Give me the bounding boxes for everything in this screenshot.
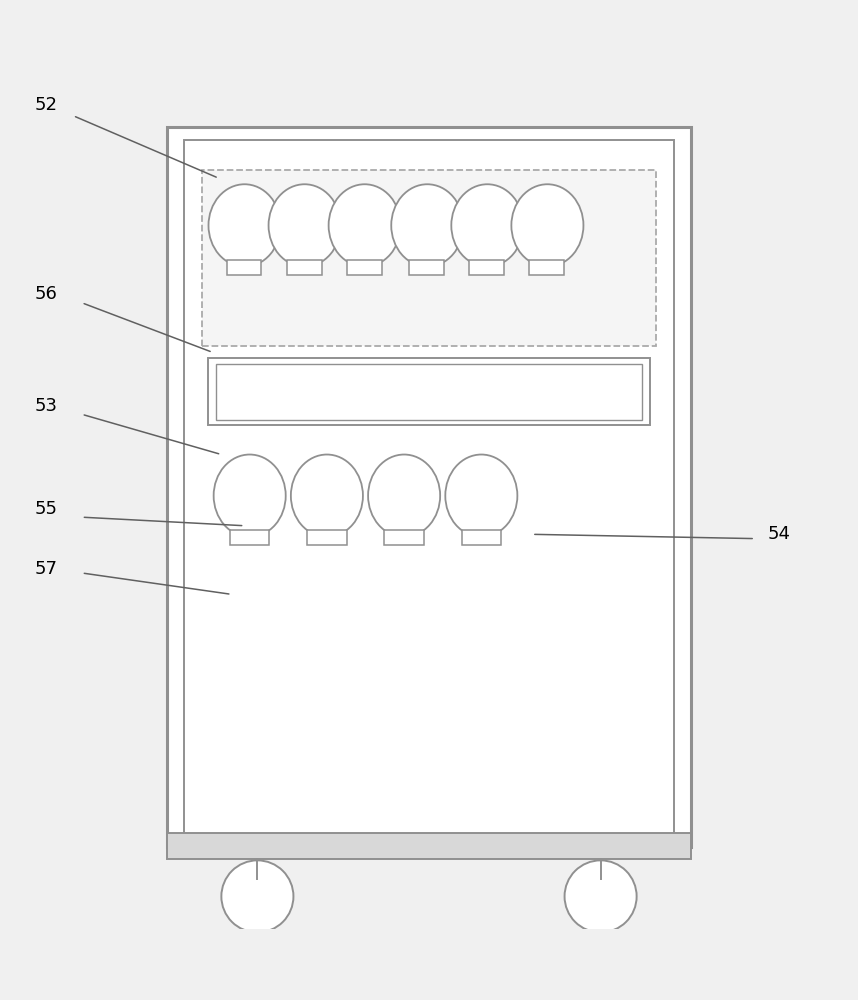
- Text: 56: 56: [34, 285, 57, 303]
- Ellipse shape: [511, 184, 583, 267]
- Bar: [208, 358, 650, 425]
- Text: 53: 53: [34, 397, 57, 415]
- Circle shape: [221, 860, 293, 932]
- Bar: [469, 260, 504, 275]
- Bar: [167, 127, 691, 847]
- Text: 54: 54: [768, 525, 791, 543]
- Text: 55: 55: [34, 500, 57, 518]
- Ellipse shape: [451, 184, 523, 267]
- Ellipse shape: [208, 184, 281, 267]
- Bar: [529, 260, 564, 275]
- Bar: [462, 530, 501, 545]
- Bar: [230, 530, 269, 545]
- Ellipse shape: [445, 455, 517, 537]
- Bar: [167, 833, 691, 859]
- Text: 57: 57: [34, 560, 57, 578]
- Ellipse shape: [329, 184, 401, 267]
- Text: 52: 52: [34, 96, 57, 114]
- Ellipse shape: [391, 184, 463, 267]
- Ellipse shape: [291, 455, 363, 537]
- Ellipse shape: [269, 184, 341, 267]
- Bar: [347, 260, 382, 275]
- Bar: [184, 140, 674, 835]
- Ellipse shape: [368, 455, 440, 537]
- Bar: [216, 364, 642, 420]
- Bar: [409, 260, 444, 275]
- Circle shape: [565, 860, 637, 932]
- Bar: [287, 260, 322, 275]
- Bar: [202, 170, 656, 346]
- Bar: [384, 530, 424, 545]
- Bar: [227, 260, 261, 275]
- Bar: [307, 530, 347, 545]
- Ellipse shape: [214, 455, 286, 537]
